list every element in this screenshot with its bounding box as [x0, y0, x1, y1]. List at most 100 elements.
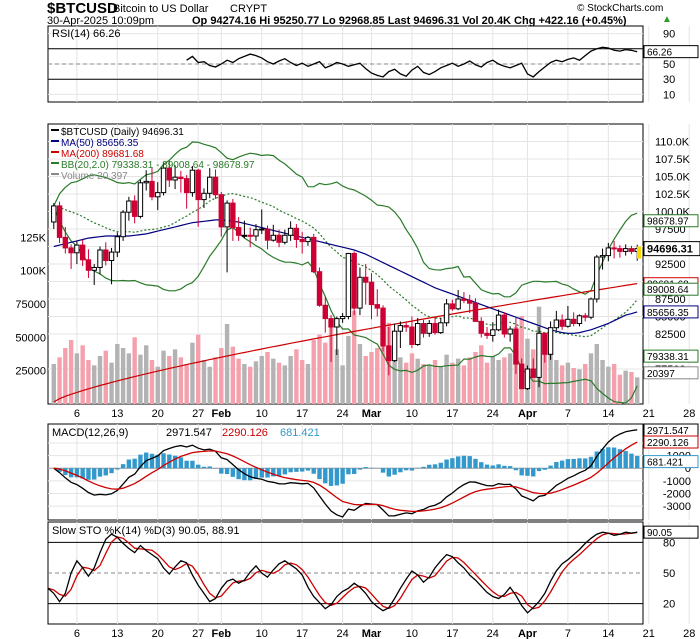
candle-body	[183, 178, 190, 194]
instrument-name: Bitcoin to US Dollar	[113, 3, 209, 15]
macd-histogram-bar	[427, 464, 432, 469]
candle-body	[97, 249, 103, 268]
macd-histogram-bar	[403, 468, 409, 471]
candle-body	[351, 253, 357, 309]
macd-histogram-bar	[351, 468, 357, 475]
macd-histogram-bar	[328, 468, 334, 486]
x-tick-label: 20	[152, 628, 164, 639]
candle-body	[357, 276, 363, 309]
candle-body	[386, 345, 392, 362]
candle-body	[409, 326, 415, 345]
macd-histogram-bar	[172, 455, 178, 469]
volume-bar	[230, 346, 236, 404]
sto-tick-label: 20	[663, 599, 675, 611]
candle-body	[143, 180, 149, 184]
candle-body	[259, 228, 265, 231]
volume-bar	[63, 348, 68, 404]
macd-histogram-bar	[184, 460, 189, 469]
volume-bar	[86, 360, 91, 404]
volume-bar	[507, 353, 513, 404]
candle-body	[570, 318, 577, 324]
rsi-title: RSI(14) 66.26	[52, 28, 120, 40]
volume-bar	[138, 354, 143, 404]
candle-body	[368, 281, 375, 306]
copyright: © StockCharts.com	[577, 3, 664, 14]
ohlc-summary: Op 94274.16 Hi 95250.77 Lo 92968.85 Last…	[192, 15, 627, 27]
macd-histogram-bar	[276, 468, 282, 476]
x-tick-label: 21	[643, 628, 655, 639]
volume-bar	[236, 358, 241, 404]
macd-histogram-bar	[288, 468, 293, 473]
volume-bar	[548, 350, 553, 404]
volume-bar	[271, 358, 276, 404]
macd-histogram-bar	[438, 462, 444, 469]
macd-histogram-bar	[155, 454, 160, 469]
volume-bar	[247, 366, 253, 404]
price-level-label-box	[643, 305, 699, 319]
volume-bar	[635, 377, 640, 404]
volume-bar	[444, 354, 449, 404]
candle-body	[68, 247, 74, 254]
volume-bar	[617, 374, 623, 404]
volume-bar	[317, 334, 322, 404]
volume-bar	[109, 362, 114, 404]
candle-body	[126, 200, 132, 213]
x-tick-label: Mar	[362, 408, 382, 420]
candle-body	[426, 323, 432, 334]
last-price-box	[643, 241, 700, 257]
rsi-tick-label: 50	[663, 59, 675, 71]
candle-body	[605, 247, 612, 257]
macd-histogram-bar	[167, 454, 172, 469]
volume-bar	[554, 360, 559, 404]
candle-body	[524, 368, 531, 390]
volume-bar	[190, 342, 195, 404]
candle-body	[270, 234, 276, 241]
x-tick-label: 10	[406, 628, 418, 639]
candle-body	[542, 332, 548, 355]
x-tick-label: 17	[446, 408, 458, 420]
candle-body	[363, 276, 369, 283]
macd-line	[53, 429, 638, 518]
legend-swatch	[51, 151, 59, 153]
rsi-tick-label: 10	[663, 89, 675, 101]
macd-histogram-bar	[63, 468, 68, 476]
volume-last-label-box	[643, 366, 699, 380]
ma50-line	[53, 219, 638, 334]
macd-histogram-bar	[467, 456, 472, 469]
macd-hist-right-label: 681.421	[647, 458, 684, 469]
candle-body	[553, 319, 560, 329]
candle-body	[218, 194, 225, 228]
x-tick-label: 10	[406, 408, 418, 420]
x-tick-label: 14	[602, 628, 614, 639]
bb-middle-line	[53, 192, 638, 338]
candle-body	[374, 304, 380, 309]
candle-body	[513, 328, 519, 365]
volume-bar	[305, 364, 311, 404]
candle-body	[160, 167, 167, 194]
macd-histogram-bar	[282, 468, 288, 475]
candle-body	[51, 205, 57, 223]
x-tick-label: 17	[296, 408, 308, 420]
volume-tick-label: 50000	[15, 332, 46, 344]
legend-swatch	[51, 129, 59, 131]
volume-bar	[74, 353, 80, 404]
volume-bar	[259, 356, 264, 404]
candle-body	[588, 298, 594, 318]
volume-bar	[184, 364, 189, 404]
macd-histogram-bar	[588, 456, 594, 469]
price-tick-label: 105.0K	[655, 172, 691, 184]
volume-bar	[144, 345, 149, 404]
volume-bar	[577, 369, 582, 404]
volume-bar	[120, 348, 126, 404]
macd-histogram-bar	[178, 457, 184, 469]
volume-bar	[559, 365, 565, 404]
macd-histogram-bar	[305, 468, 311, 471]
candle-body	[56, 205, 63, 238]
sto-title: Slow STO %K(14) %D(3) 90.05, 88.91	[52, 525, 240, 537]
x-tick-label: 24	[487, 408, 499, 420]
candle-body	[166, 167, 173, 181]
volume-last-label: 20397	[647, 369, 675, 380]
candle-body	[403, 325, 409, 328]
macd-histogram-bar	[149, 453, 155, 469]
